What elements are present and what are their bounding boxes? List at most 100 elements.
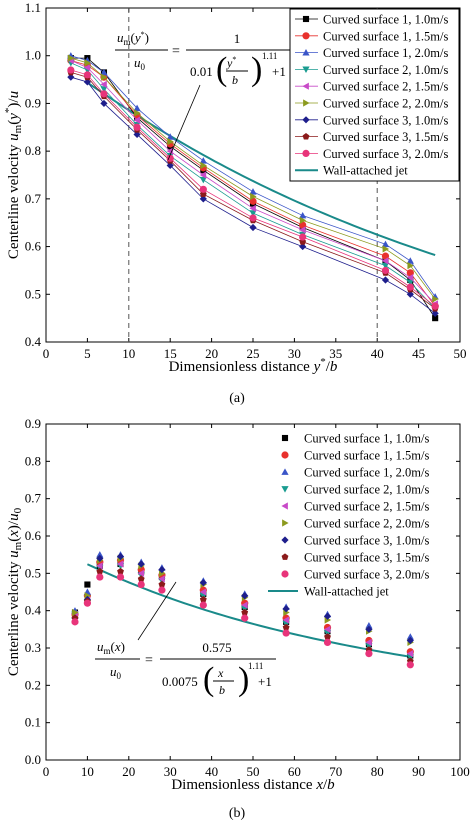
data-point <box>381 240 390 248</box>
y-tick-label: 1.1 <box>25 0 41 15</box>
data-point <box>199 157 207 164</box>
x-axis-label: Dimensionless distance y*/b <box>169 356 338 375</box>
legend-label: Curved surface 2, 1.0m/s <box>323 63 448 77</box>
y-tick-label: 0.4 <box>25 334 42 349</box>
legend: Curved surface 1, 1.0m/s Curved surface 1… <box>268 432 429 599</box>
y-axis-label: Centerline velocity um(y*)/u <box>3 91 24 259</box>
eq-lhs-numerator: um(y*) <box>117 30 149 47</box>
data-point <box>406 661 414 669</box>
eq-inner-denominator: b <box>232 73 238 87</box>
series-6 <box>67 54 439 303</box>
data-point <box>282 605 290 613</box>
legend-marker <box>302 116 310 124</box>
legend-marker <box>281 502 288 510</box>
data-point <box>100 99 108 108</box>
legend-marker <box>281 486 289 493</box>
data-point <box>96 562 103 570</box>
data-point <box>382 245 390 253</box>
data-point <box>250 192 257 201</box>
data-point <box>406 257 414 264</box>
data-point <box>199 195 207 203</box>
data-point <box>133 123 141 131</box>
eq-plus-one: +1 <box>272 64 286 79</box>
data-point <box>299 242 307 251</box>
data-point <box>323 625 331 633</box>
data-point <box>431 302 439 310</box>
y-tick-label: 0.5 <box>25 286 41 301</box>
x-tick-label: 0 <box>43 346 50 361</box>
data-point <box>96 573 104 581</box>
data-point <box>167 138 174 146</box>
x-tick-label: 100 <box>450 764 470 779</box>
y-tick-label: 0.6 <box>25 239 42 254</box>
y-tick-label: 0.9 <box>25 95 41 110</box>
eq-left-paren: ( <box>216 51 227 88</box>
chart-panel-a: 0 5 10 15 20 25 30 35 40 45 50 0.4 0.5 0.6 0.7 0.8 0.9 1.… <box>3 0 467 375</box>
data-point <box>96 554 104 562</box>
legend-label: Wall-attached jet <box>304 585 389 599</box>
legend-marker <box>302 66 310 73</box>
data-point <box>431 309 439 317</box>
x-tick-label: 20 <box>122 764 135 779</box>
legend-label: Curved surface 3, 1.0m/s <box>323 113 448 127</box>
legend: Curved surface 1, 1.0m/s Curved surface 1… <box>289 8 460 182</box>
data-point <box>432 315 439 322</box>
data-point <box>96 567 104 575</box>
legend-label: Curved surface 1, 1.0m/s <box>304 432 429 446</box>
legend-marker <box>302 149 310 157</box>
data-point <box>116 552 125 561</box>
data-point <box>406 283 414 291</box>
eq-coefficient: 0.01 <box>190 64 213 79</box>
data-point <box>241 592 249 600</box>
data-point <box>137 580 145 589</box>
data-point <box>406 650 414 658</box>
eq-pointer <box>137 581 177 641</box>
data-point <box>83 78 91 86</box>
data-point <box>71 618 79 626</box>
data-point <box>116 573 125 581</box>
data-point <box>200 161 207 170</box>
data-point <box>100 90 108 98</box>
y-tick-label: 1.0 <box>25 48 41 63</box>
x-tick-label: 5 <box>84 346 91 361</box>
data-point <box>100 86 108 93</box>
data-point <box>249 204 256 212</box>
data-point <box>100 80 107 88</box>
data-point <box>299 226 306 234</box>
x-tick-label: 90 <box>412 764 425 779</box>
legend-marker <box>281 468 289 475</box>
legend-label: Curved surface 3, 2.0m/s <box>323 147 448 161</box>
eq-plus-one: +1 <box>258 674 272 689</box>
eq-lhs-denominator: u0 <box>110 664 122 681</box>
eq-right-paren: ) <box>238 661 249 698</box>
data-point <box>282 623 290 631</box>
data-point <box>117 567 124 575</box>
x-tick-label: 60 <box>288 764 301 779</box>
data-point <box>249 214 257 222</box>
data-point <box>365 638 372 646</box>
y-tick-label: 0.9 <box>25 416 41 431</box>
eq-coefficient: 0.0075 <box>162 674 198 689</box>
data-point <box>96 551 104 558</box>
data-point <box>249 188 257 195</box>
x-tick-label: 10 <box>122 346 135 361</box>
data-point <box>116 560 124 568</box>
legend-label: Curved surface 2, 1.5m/s <box>304 500 429 514</box>
legend-label: Wall-attached jet <box>323 164 408 178</box>
x-tick-label: 30 <box>164 764 177 779</box>
legend-marker <box>302 133 310 140</box>
data-point <box>67 54 75 62</box>
y-tick-label: 0.8 <box>25 143 41 158</box>
data-point <box>133 116 140 124</box>
data-point <box>199 595 207 603</box>
legend-marker <box>303 99 310 107</box>
eq-lhs-numerator: um(x) <box>97 639 125 656</box>
y-tick-label: 0.6 <box>25 528 42 543</box>
eq-equals: = <box>172 44 180 59</box>
legend-marker <box>302 49 310 56</box>
eq-rhs-numerator: 0.575 <box>202 640 231 655</box>
data-point <box>365 625 373 633</box>
legend-marker <box>302 32 310 40</box>
y-tick-label: 0.2 <box>25 677 41 692</box>
data-point <box>406 279 414 286</box>
